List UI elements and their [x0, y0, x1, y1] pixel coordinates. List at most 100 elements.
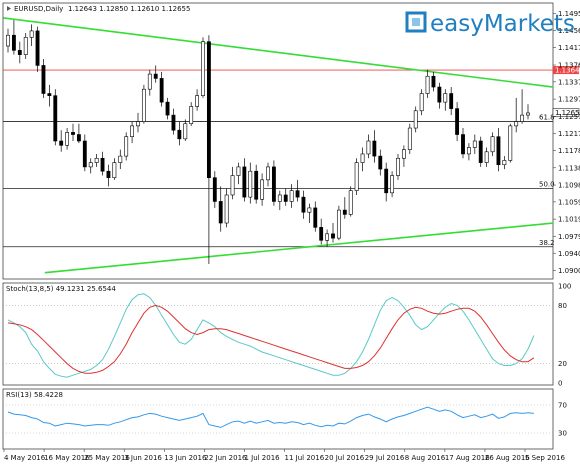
price-tick-label: 1.10980 — [558, 182, 580, 190]
trendlines — [3, 17, 554, 274]
price-tick-label: 1.14560 — [558, 27, 580, 35]
candle-body-up — [248, 170, 253, 198]
price-tick-label: 1.11380 — [558, 164, 580, 172]
candle — [348, 186, 353, 217]
candle-body-down — [71, 132, 75, 135]
candle — [230, 166, 235, 200]
fib-level-label: 61.8 — [539, 114, 555, 122]
candle — [401, 145, 406, 167]
candle — [360, 147, 365, 172]
candle-body-down — [254, 170, 259, 200]
stochastic-tick-label: 0 — [558, 380, 562, 388]
candle — [266, 162, 270, 187]
candle-body-down — [17, 50, 22, 55]
candle — [136, 112, 140, 133]
candle — [11, 20, 16, 55]
candle-body-up — [348, 190, 353, 215]
candle — [82, 134, 87, 172]
candle-body-down — [100, 157, 105, 172]
candle — [378, 149, 383, 176]
candle — [443, 89, 448, 111]
candle-body-up — [413, 110, 418, 129]
candle — [248, 162, 253, 204]
time-tick-label: 1 Jul 2016 — [244, 454, 280, 462]
time-tick-label: 16 May 2016 — [44, 454, 90, 462]
candle-body-up — [360, 153, 365, 163]
candle — [94, 153, 99, 167]
candle-body-down — [319, 227, 324, 241]
rsi-label: RSI(13) 58.4228 — [6, 391, 63, 399]
candle — [354, 158, 359, 195]
candle-body-down — [35, 30, 40, 66]
candle-body-down — [331, 233, 335, 239]
candle-body-up — [425, 75, 430, 94]
logo-text: easyMarkets — [430, 11, 575, 37]
candle — [201, 37, 205, 98]
candle-body-up — [260, 179, 265, 200]
candle — [224, 188, 229, 228]
candle-body-up — [526, 112, 530, 116]
stochastic-tick-label: 80 — [558, 302, 567, 310]
candle-body-up — [336, 209, 341, 239]
trendline-0 — [3, 17, 554, 88]
candle — [41, 58, 46, 98]
candle-body-down — [82, 140, 87, 168]
candles — [6, 20, 530, 265]
candle — [23, 33, 28, 59]
candle-body-down — [301, 196, 306, 213]
candle — [425, 69, 430, 98]
candle-body-up — [354, 162, 359, 191]
candle — [118, 149, 123, 170]
candle — [53, 89, 58, 146]
candle-body-up — [401, 149, 406, 159]
candle — [212, 171, 217, 208]
candle-body-up — [29, 30, 34, 38]
stochastic-tick-label: 20 — [558, 360, 567, 368]
price-tick-label: 1.09000 — [558, 267, 580, 275]
stochastic-main-line — [7, 293, 535, 378]
candle — [301, 190, 306, 219]
rsi-pane-frame — [2, 388, 554, 450]
price-tick-label: 1.09790 — [558, 233, 580, 241]
candle — [171, 108, 176, 135]
candle-body-up — [147, 73, 152, 90]
candle — [319, 218, 324, 245]
candle-body-down — [218, 201, 223, 224]
price-tick-label: 1.13370 — [558, 78, 580, 86]
candle — [307, 203, 312, 224]
candle-body-up — [508, 125, 513, 161]
stochastic-label: Stoch(13,8,5) 49.1231 25.6544 — [6, 285, 116, 293]
candle — [289, 184, 294, 208]
candle — [484, 147, 489, 167]
candle-body-up — [289, 190, 294, 202]
candle-body-up — [124, 136, 129, 157]
time-tick-label: 11 Jul 2016 — [285, 454, 325, 462]
candle — [384, 162, 389, 202]
candle — [472, 134, 477, 154]
candle — [390, 171, 395, 198]
price-tick-label: 1.09400 — [558, 250, 580, 258]
candle-body-up — [94, 157, 99, 163]
candle-body-down — [496, 136, 501, 166]
trendline-1 — [44, 222, 554, 274]
time-tick-label: 8 Aug 2016 — [405, 454, 446, 462]
price-tick-label: 1.13760 — [558, 62, 580, 70]
time-tick-label: 3 Jun 2016 — [124, 454, 162, 462]
candle-body-down — [378, 155, 383, 170]
candle — [325, 229, 330, 247]
candle — [449, 87, 454, 116]
time-tick-label: 13 Jun 2016 — [164, 454, 207, 462]
candle — [88, 158, 93, 174]
candle — [159, 71, 164, 107]
candle — [437, 82, 442, 109]
candle-body-down — [53, 95, 58, 142]
time-tick-label: 17 Aug 2016 — [445, 454, 490, 462]
candle — [336, 205, 341, 241]
fib-level-label: 50.0 — [539, 180, 555, 188]
candle-body-down — [313, 207, 318, 228]
candle-body-down — [342, 209, 347, 215]
candle-body-down — [106, 170, 111, 178]
candle — [431, 71, 436, 92]
symbol-marker-icon — [7, 6, 11, 11]
